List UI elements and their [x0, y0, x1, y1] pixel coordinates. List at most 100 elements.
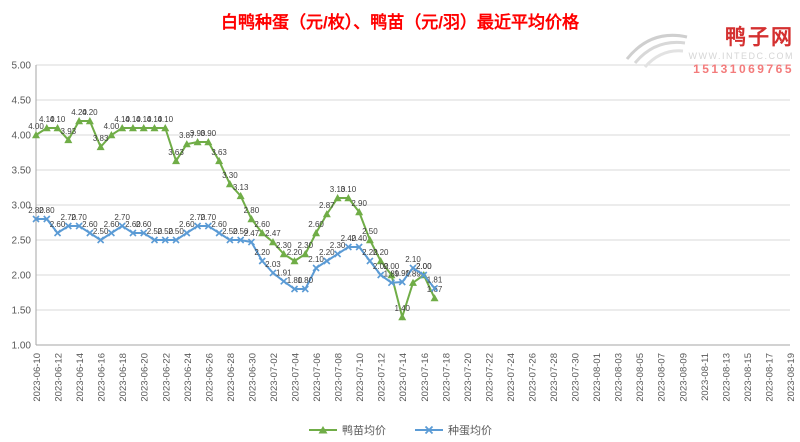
svg-text:3.93: 3.93 [61, 127, 77, 136]
svg-text:2.50: 2.50 [93, 227, 109, 236]
svg-text:2.60: 2.60 [211, 220, 227, 229]
svg-text:4.20: 4.20 [71, 108, 87, 117]
svg-text:3.83: 3.83 [93, 134, 109, 143]
svg-text:2023-08-03: 2023-08-03 [614, 353, 625, 402]
watermark-url: WWW.INTEDC.COM [688, 51, 794, 61]
duckling-series-marker-icon [309, 426, 337, 434]
svg-text:2.47: 2.47 [265, 229, 281, 238]
svg-text:2.50: 2.50 [157, 227, 173, 236]
svg-text:2.60: 2.60 [125, 220, 141, 229]
svg-text:2.30: 2.30 [276, 241, 292, 250]
svg-text:2.40: 2.40 [351, 234, 367, 243]
watermark-text-block: 鸭子网 WWW.INTEDC.COM 15131069765 [689, 26, 795, 76]
svg-text:4.00: 4.00 [104, 122, 120, 131]
svg-text:4.00: 4.00 [12, 131, 32, 142]
svg-text:4.10: 4.10 [50, 115, 66, 124]
svg-text:2.80: 2.80 [39, 206, 55, 215]
svg-text:2.20: 2.20 [319, 248, 335, 257]
svg-text:2023-08-09: 2023-08-09 [678, 353, 689, 402]
svg-text:2023-07-08: 2023-07-08 [334, 353, 345, 402]
svg-text:2023-06-28: 2023-06-28 [226, 353, 237, 402]
svg-text:2023-06-10: 2023-06-10 [32, 353, 43, 402]
svg-text:3.90: 3.90 [201, 129, 217, 138]
svg-text:2023-08-07: 2023-08-07 [657, 353, 668, 402]
svg-text:2.60: 2.60 [82, 220, 98, 229]
legend-item-egg-price: 种蛋均价 [414, 422, 492, 438]
svg-text:2.30: 2.30 [297, 241, 313, 250]
svg-text:3.50: 3.50 [12, 166, 32, 177]
svg-text:2023-07-24: 2023-07-24 [506, 353, 517, 402]
svg-text:2023-06-26: 2023-06-26 [204, 353, 215, 402]
svg-text:3.30: 3.30 [222, 171, 238, 180]
svg-text:2.60: 2.60 [104, 220, 120, 229]
svg-text:1.40: 1.40 [394, 304, 410, 313]
svg-text:2.80: 2.80 [244, 206, 260, 215]
bird-wings-logo-icon [625, 33, 687, 69]
svg-text:3.10: 3.10 [330, 185, 346, 194]
svg-text:2023-08-19: 2023-08-19 [786, 353, 797, 402]
svg-text:2023-08-01: 2023-08-01 [592, 353, 603, 402]
svg-text:2.70: 2.70 [61, 213, 77, 222]
svg-text:2023-08-13: 2023-08-13 [721, 353, 732, 402]
svg-text:2.87: 2.87 [319, 201, 335, 210]
svg-text:2023-07-04: 2023-07-04 [291, 353, 302, 402]
svg-text:4.10: 4.10 [125, 115, 141, 124]
watermark-site-name: 鸭子网 [725, 26, 794, 49]
svg-text:2023-07-30: 2023-07-30 [571, 353, 582, 402]
svg-text:1.80: 1.80 [297, 276, 313, 285]
watermark-phone: 15131069765 [693, 62, 794, 76]
svg-text:3.87: 3.87 [179, 131, 195, 140]
svg-text:2023-07-14: 2023-07-14 [398, 353, 409, 402]
svg-text:1.91: 1.91 [276, 268, 292, 277]
svg-text:3.63: 3.63 [168, 148, 184, 157]
svg-text:2023-08-17: 2023-08-17 [764, 353, 775, 402]
svg-text:2.70: 2.70 [190, 213, 206, 222]
svg-text:2023-07-26: 2023-07-26 [527, 353, 538, 402]
svg-text:2023-08-05: 2023-08-05 [635, 353, 646, 402]
svg-text:2.00: 2.00 [373, 262, 389, 271]
svg-text:1.50: 1.50 [12, 306, 32, 317]
svg-text:2.10: 2.10 [405, 255, 421, 264]
svg-text:2.00: 2.00 [12, 271, 32, 282]
svg-text:2023-07-02: 2023-07-02 [269, 353, 280, 402]
svg-text:4.10: 4.10 [114, 115, 130, 124]
site-watermark: 鸭子网 WWW.INTEDC.COM 15131069765 [623, 26, 795, 76]
svg-text:2.50: 2.50 [12, 236, 32, 247]
svg-text:4.10: 4.10 [147, 115, 163, 124]
svg-text:2023-07-12: 2023-07-12 [377, 353, 388, 402]
svg-text:3.90: 3.90 [190, 129, 206, 138]
svg-text:2.60: 2.60 [50, 220, 66, 229]
svg-text:2023-07-28: 2023-07-28 [549, 353, 560, 402]
svg-text:1.81: 1.81 [427, 275, 443, 284]
svg-text:2023-06-22: 2023-06-22 [161, 353, 172, 402]
svg-text:2.00: 2.00 [416, 262, 432, 271]
legend-label-egg-price: 种蛋均价 [448, 425, 492, 437]
svg-text:2023-06-12: 2023-06-12 [54, 353, 65, 402]
svg-text:2.20: 2.20 [254, 248, 270, 257]
svg-text:2.70: 2.70 [71, 213, 87, 222]
svg-text:2023-08-11: 2023-08-11 [700, 353, 711, 401]
svg-text:2.20: 2.20 [362, 248, 378, 257]
svg-text:3.00: 3.00 [12, 201, 32, 212]
svg-text:2023-07-18: 2023-07-18 [441, 353, 452, 402]
svg-text:1.80: 1.80 [287, 276, 303, 285]
svg-text:2.20: 2.20 [373, 248, 389, 257]
svg-text:2023-06-16: 2023-06-16 [97, 353, 108, 402]
svg-text:1.89: 1.89 [405, 270, 421, 279]
chart-legend: 鸭苗均价 种蛋均价 [0, 422, 800, 438]
legend-label-duckling-price: 鸭苗均价 [342, 425, 386, 437]
svg-text:3.63: 3.63 [211, 148, 227, 157]
svg-text:4.10: 4.10 [136, 115, 152, 124]
svg-text:2023-07-20: 2023-07-20 [463, 353, 474, 402]
svg-text:2023-08-15: 2023-08-15 [743, 353, 754, 402]
svg-text:4.20: 4.20 [82, 108, 98, 117]
svg-text:5.00: 5.00 [12, 61, 32, 72]
svg-text:2.50: 2.50 [168, 227, 184, 236]
svg-text:2.70: 2.70 [201, 213, 217, 222]
svg-text:2.60: 2.60 [308, 220, 324, 229]
svg-text:2.50: 2.50 [147, 227, 163, 236]
svg-text:2.00: 2.00 [416, 262, 432, 271]
svg-text:3.13: 3.13 [233, 183, 249, 192]
